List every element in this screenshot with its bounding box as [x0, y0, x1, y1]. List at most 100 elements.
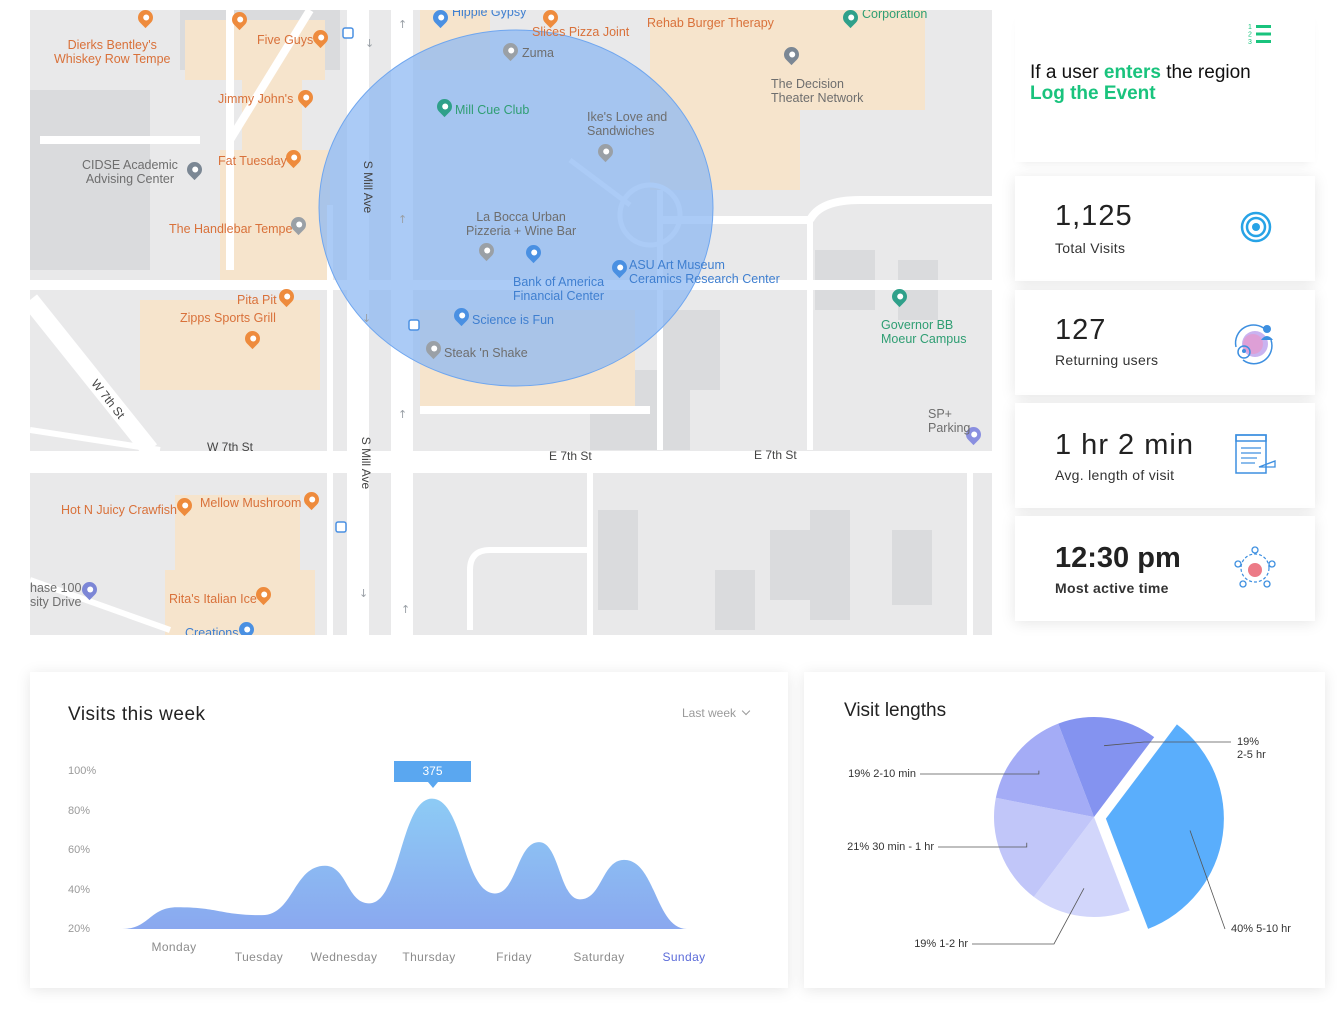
place-label[interactable]: ASU Art Museum Ceramics Research Center — [629, 258, 780, 286]
stat-card-total-visits: 1,125 Total Visits — [1015, 176, 1315, 281]
svg-text:↓: ↓ — [359, 587, 368, 600]
peak-value: 375 — [422, 764, 443, 778]
pie-slice-label: 19% 1-2 hr — [914, 938, 968, 950]
visits-chart-card: Visits this week Last week 100% 80% 60% 40%… — [30, 672, 788, 988]
pie-slice-label: 19% 2-5 hr — [1237, 736, 1266, 761]
place-label[interactable]: The Handlebar Tempe — [169, 222, 293, 236]
y-tick-label: 20% — [68, 923, 91, 935]
x-tick-saturday[interactable]: Saturday — [573, 950, 625, 964]
place-label[interactable]: Mill Cue Club — [455, 103, 530, 117]
place-label[interactable]: Mellow Mushroom — [200, 496, 302, 510]
rule-condition: If a user enters the region — [1030, 62, 1251, 84]
y-tick-label: 40% — [68, 883, 91, 896]
street-label: E 7th St — [754, 448, 797, 462]
svg-text:1: 1 — [1248, 24, 1252, 31]
rule-card: 1 2 3 If a user enters the region Log th… — [1015, 10, 1315, 162]
place-label[interactable]: Rita's Italian Ice — [169, 592, 257, 606]
rule-keyword[interactable]: enters — [1103, 62, 1161, 83]
peak-tooltip: 375 — [394, 761, 471, 788]
data-point[interactable] — [537, 840, 541, 844]
street-label: W 7th St — [207, 440, 254, 454]
place-label[interactable]: Five Guys — [257, 33, 314, 47]
rule-prefix: If a user — [1030, 62, 1104, 83]
stat-label: Total Visits — [1055, 240, 1126, 256]
pie-slice[interactable] — [1033, 817, 1130, 917]
svg-text:↓: ↓ — [365, 37, 374, 50]
x-tick-friday[interactable]: Friday — [496, 950, 532, 964]
data-point[interactable] — [622, 858, 626, 862]
rule-suffix: the region — [1160, 62, 1251, 83]
place-label[interactable]: Science is Fun — [472, 313, 554, 327]
place-label[interactable]: Creations — [185, 626, 239, 635]
place-label[interactable]: Zuma — [522, 46, 554, 60]
pie-slice-label: 21% 30 min - 1 hr — [847, 841, 934, 853]
place-label[interactable]: Dierks Bentley's Whiskey Row Tempe — [54, 38, 171, 66]
data-point[interactable] — [260, 913, 264, 917]
place-label[interactable]: Governor BB Moeur Campus — [881, 318, 967, 346]
data-point[interactable] — [578, 897, 582, 901]
svg-text:↑: ↑ — [398, 213, 407, 226]
x-tick-wednesday[interactable]: Wednesday — [310, 950, 378, 964]
x-tick-monday[interactable]: Monday — [151, 940, 197, 954]
rule-action[interactable]: Log the Event — [1030, 83, 1156, 104]
pie-slice[interactable] — [1058, 717, 1155, 817]
pie-leader-line — [938, 842, 1028, 848]
place-label[interactable]: SP+ Parking — [928, 407, 971, 435]
place-label[interactable]: Fat Tuesday — [218, 154, 287, 168]
place-label[interactable]: Corporation — [862, 10, 928, 21]
street-label: S Mill Ave — [359, 436, 374, 490]
stat-value: 12:30 pm — [1055, 542, 1181, 574]
x-tick-thursday[interactable]: Thursday — [402, 950, 456, 964]
svg-text:↓: ↓ — [362, 312, 371, 325]
place-label[interactable]: Zipps Sports Grill — [180, 311, 276, 325]
visits-area-chart[interactable] — [30, 672, 788, 988]
data-point[interactable] — [685, 927, 689, 931]
place-label[interactable]: La Bocca Urban Pizzeria + Wine Bar — [466, 210, 577, 238]
y-tick-label: 100% — [68, 765, 97, 777]
visits-area-series[interactable] — [122, 798, 742, 929]
data-point[interactable] — [493, 891, 497, 895]
document-clock-icon — [1235, 434, 1276, 474]
place-label[interactable]: hase 100 sity Drive — [30, 581, 82, 609]
chart-title: Visits this week — [68, 704, 206, 725]
data-point[interactable] — [175, 905, 179, 909]
x-tick-sunday[interactable]: Sunday — [662, 950, 706, 964]
place-label[interactable]: The Decision Theater Network — [771, 77, 864, 105]
data-point[interactable] — [430, 797, 434, 801]
place-label[interactable]: Bank of America Financial Center — [513, 275, 605, 303]
data-point[interactable] — [367, 901, 371, 905]
stat-label: Avg. length of visit — [1055, 467, 1175, 483]
x-tick-tuesday[interactable]: Tuesday — [234, 950, 284, 964]
stat-value: 127 — [1055, 314, 1107, 346]
street-label: E 7th St — [549, 449, 592, 463]
week-filter-dropdown[interactable]: Last week — [682, 706, 751, 720]
stat-card-returning-users: 127 Returning users — [1015, 290, 1315, 395]
place-label[interactable]: Slices Pizza Joint — [532, 25, 630, 39]
stat-card-avg-visit: 1 hr 2 min Avg. length of visit — [1015, 403, 1315, 508]
place-label[interactable]: Hippie Gypsy — [452, 10, 527, 19]
place-label[interactable]: Pita Pit — [237, 293, 277, 307]
numbered-list-icon[interactable]: 1 2 3 — [1248, 22, 1272, 46]
place-label[interactable]: Rehab Burger Therapy — [647, 16, 774, 30]
week-filter-value: Last week — [682, 706, 737, 720]
stat-label: Returning users — [1055, 352, 1159, 368]
place-label[interactable]: CIDSE Academic Advising Center — [82, 158, 178, 186]
returning-user-icon — [1234, 324, 1273, 365]
pie-slice[interactable] — [1105, 724, 1224, 929]
map-base: ↓ ↑ ↑ ↓ ↑ ↓ ↑ — [30, 10, 992, 635]
place-label[interactable]: Ike's Love and Sandwiches — [587, 110, 668, 138]
svg-text:3: 3 — [1248, 39, 1252, 46]
visit-lengths-card: Visit lengths 40% 5-10 hr 19% 1-2 hr 21% 3… — [804, 672, 1325, 988]
place-label[interactable]: Hot N Juicy Crawfish — [61, 503, 177, 517]
map-view[interactable]: ↓ ↑ ↑ ↓ ↑ ↓ ↑ Dierks Bentley's Whiskey Row … — [30, 10, 992, 635]
pie-slice-label: 40% 5-10 hr — [1231, 923, 1291, 935]
pie-slice[interactable] — [995, 723, 1094, 817]
place-label[interactable]: Steak 'n Shake — [444, 346, 528, 360]
stat-value: 1 hr 2 min — [1055, 429, 1194, 461]
target-icon — [1240, 211, 1272, 243]
place-label[interactable]: Jimmy John's — [218, 92, 294, 106]
pie-leader-line — [920, 770, 1040, 775]
pie-slice[interactable] — [994, 797, 1094, 897]
visit-lengths-pie[interactable] — [804, 672, 1325, 988]
data-point[interactable] — [323, 864, 327, 868]
